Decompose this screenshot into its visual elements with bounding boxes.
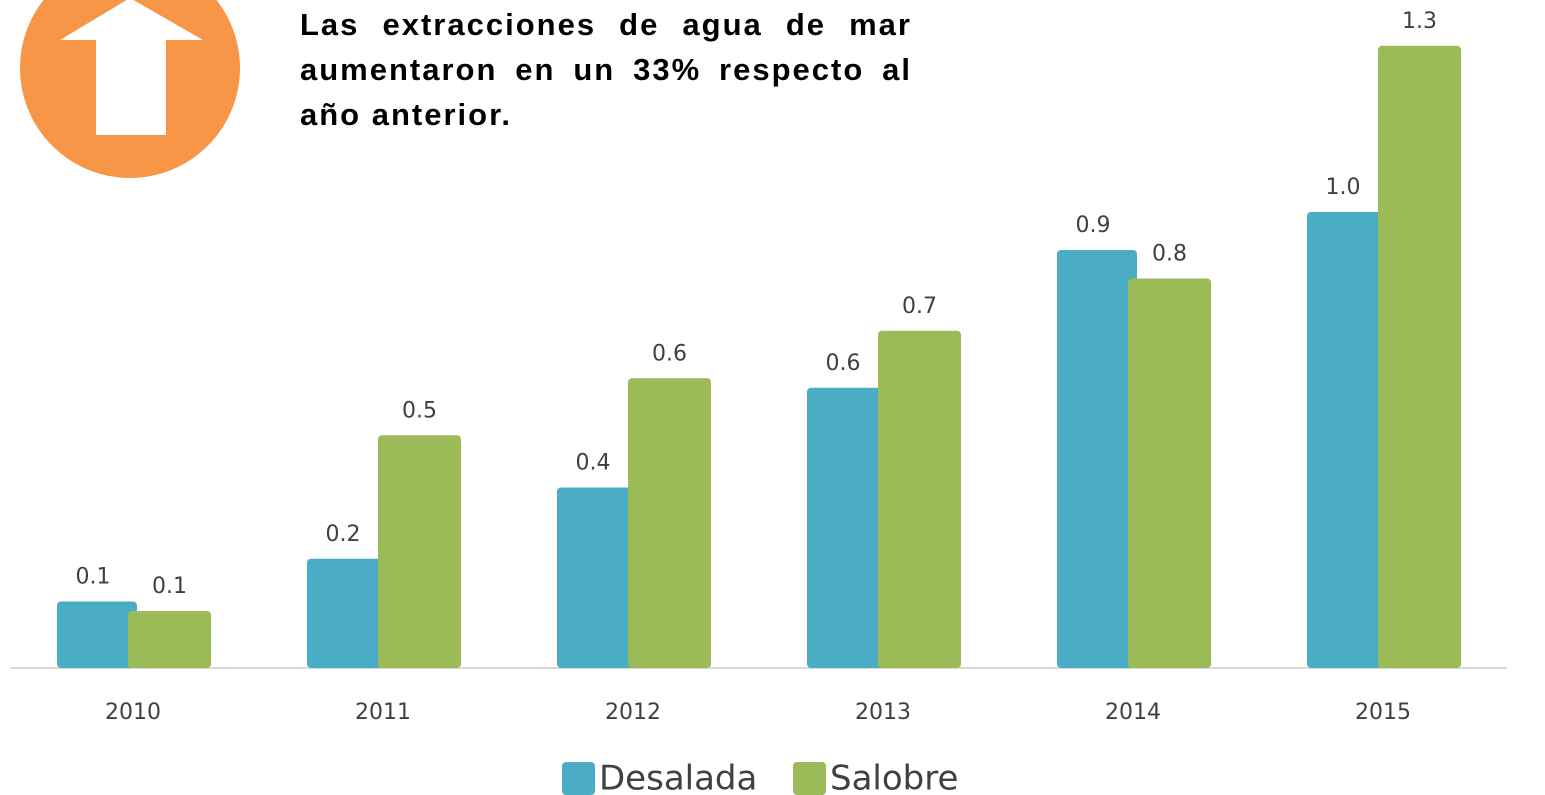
bar — [378, 435, 461, 668]
bar — [1057, 250, 1137, 668]
chart-title: Las extracciones de agua de mar aumentar… — [300, 7, 912, 132]
legend-swatch — [793, 762, 826, 795]
data-label: 0.7 — [902, 294, 937, 319]
x-tick-label: 2012 — [605, 700, 661, 725]
data-label: 0.8 — [1152, 242, 1187, 267]
bar — [128, 611, 211, 668]
data-label: 0.4 — [576, 451, 611, 476]
bar — [307, 558, 387, 668]
bar — [807, 387, 887, 668]
x-tick-label: 2011 — [355, 700, 411, 725]
up-arrow — [60, 0, 203, 135]
legend-label: Salobre — [830, 759, 958, 795]
data-label: 0.5 — [402, 398, 437, 423]
bar — [1307, 212, 1387, 668]
x-tick-label: 2014 — [1105, 700, 1161, 725]
bar — [57, 601, 137, 668]
data-label: 1.3 — [1402, 9, 1437, 34]
bar — [1128, 278, 1211, 668]
data-label: 0.6 — [652, 341, 687, 366]
legend-swatch — [562, 762, 595, 795]
bar — [628, 378, 711, 668]
x-tick-label: 2010 — [105, 700, 161, 725]
bar — [878, 330, 961, 668]
x-tick-label: 2015 — [1355, 700, 1411, 725]
data-label: 0.9 — [1076, 213, 1111, 238]
legend-label: Desalada — [599, 759, 757, 795]
data-label: 0.1 — [152, 574, 187, 599]
data-label: 0.6 — [826, 351, 861, 376]
bar — [1378, 45, 1461, 668]
data-label: 0.2 — [326, 522, 361, 547]
x-tick-label: 2013 — [855, 700, 911, 725]
bar — [557, 487, 637, 668]
data-label: 0.1 — [76, 565, 111, 590]
data-label: 1.0 — [1326, 175, 1361, 200]
